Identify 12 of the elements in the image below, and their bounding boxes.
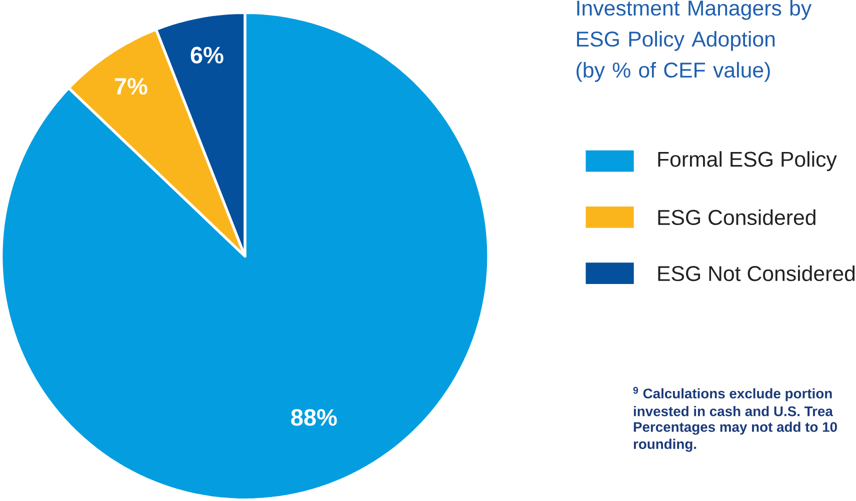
chart-title: Investment Managers by ESG Policy Adoption xyxy=(577,0,812,51)
text: $^{9}$ Calculations exclude portion xyxy=(633,386,832,402)
data-label: 6% xyxy=(190,46,224,64)
text: invested in cash and U.S. Trea xyxy=(634,406,833,416)
legend-label: ESG Not Considered xyxy=(658,265,855,282)
legend-label: ESG Considered xyxy=(658,209,816,225)
text: rounding. xyxy=(634,438,696,452)
text: (by % of CEF value) xyxy=(576,62,770,82)
text: Percentages may not add to 10 xyxy=(634,422,837,435)
data-label: 88% xyxy=(291,409,337,426)
data-label: 7% xyxy=(114,78,148,94)
legend-label: Formal ESG Policy xyxy=(658,151,837,172)
